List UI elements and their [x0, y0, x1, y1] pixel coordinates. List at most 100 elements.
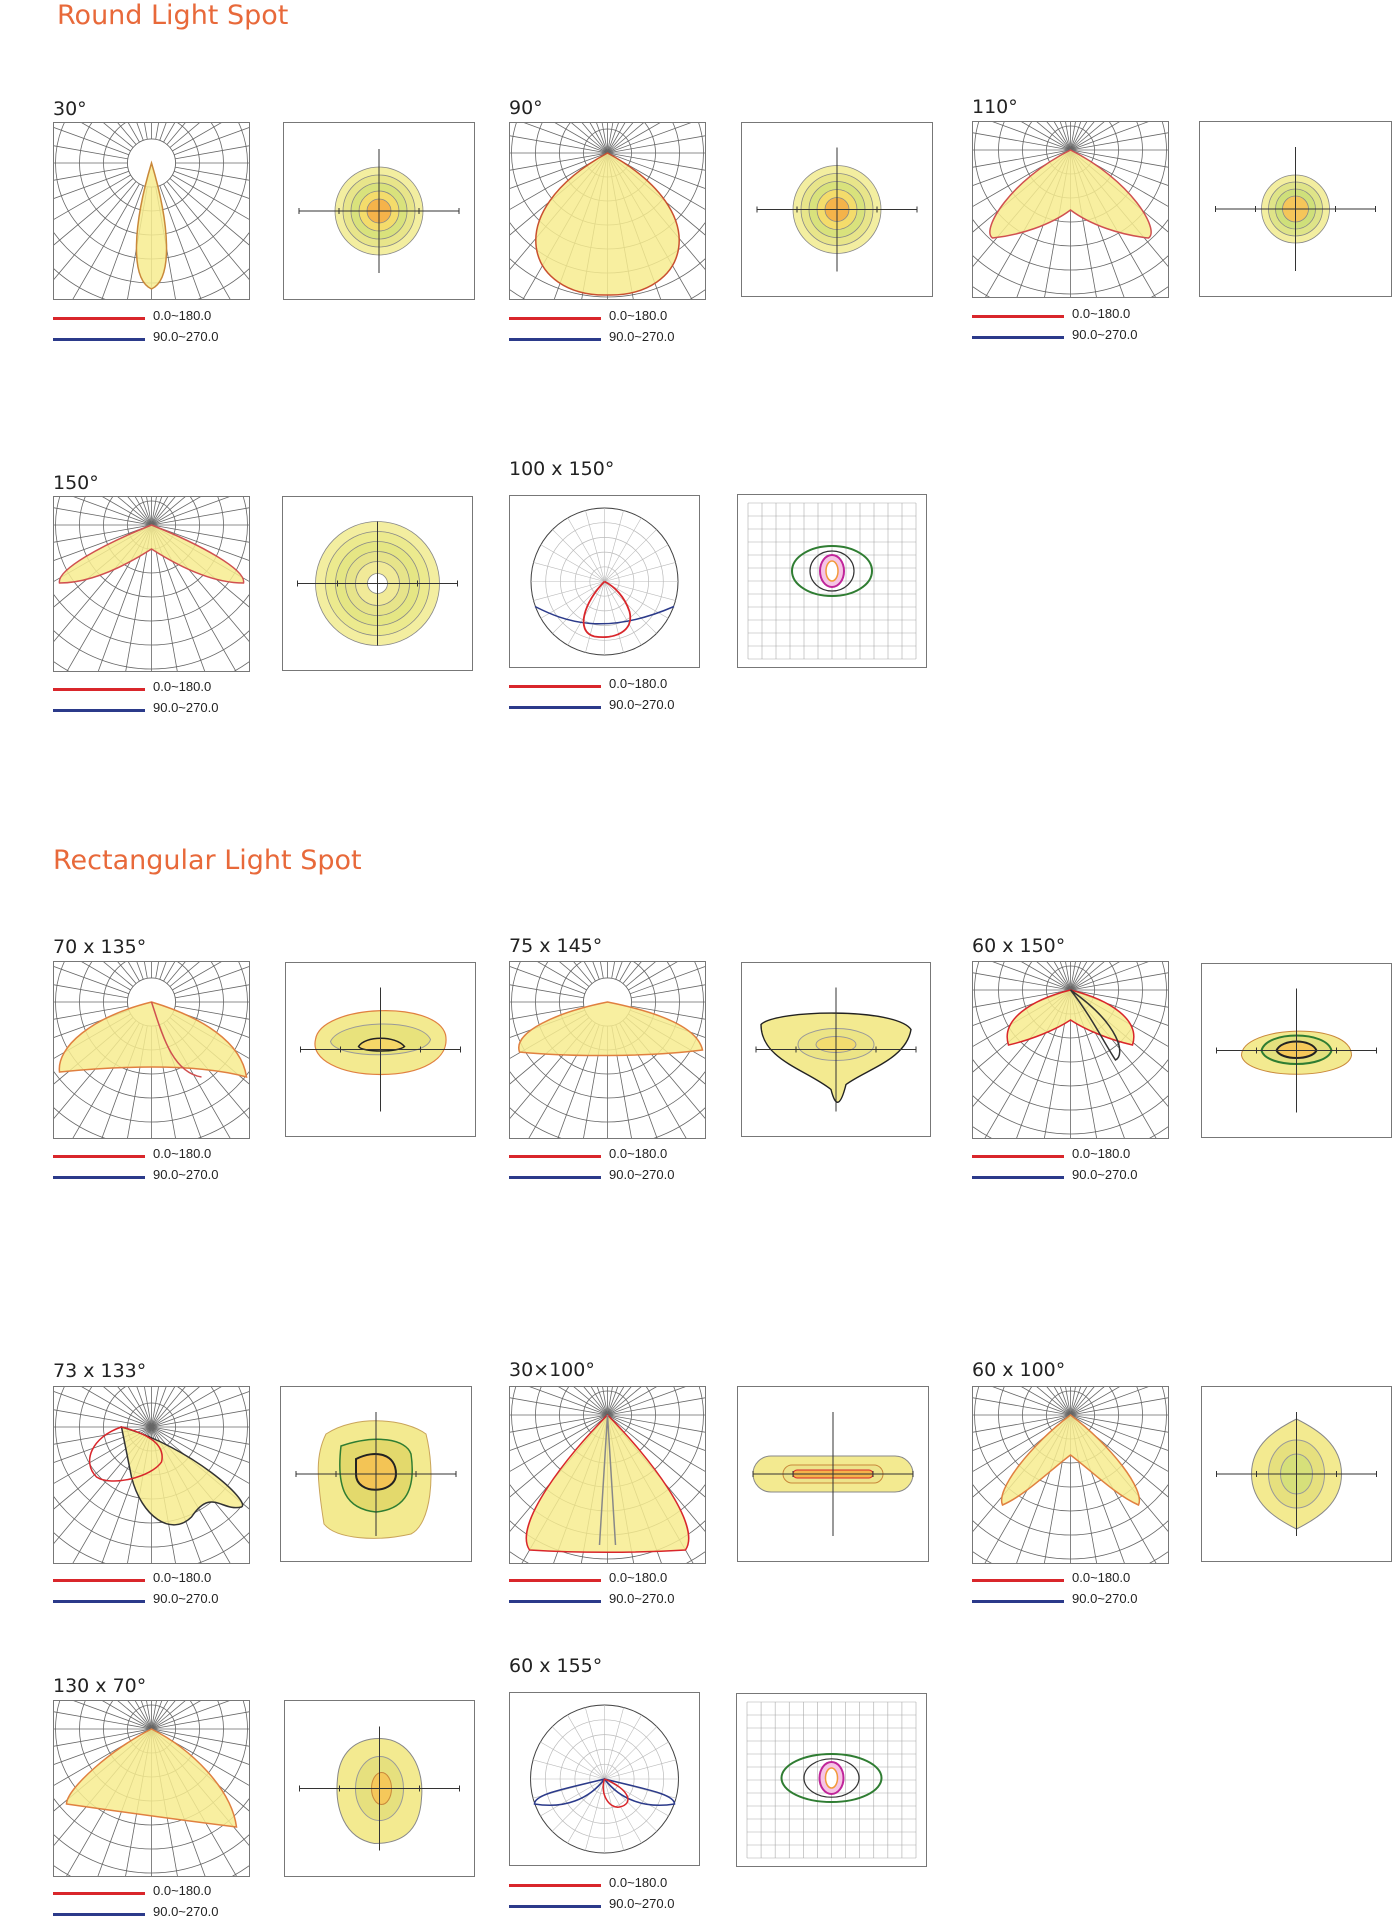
- legend-label-c0: 0.0~180.0: [1072, 306, 1131, 321]
- polar-curve-0: [58, 524, 245, 584]
- legend-line-c0: [972, 315, 1064, 318]
- beam-angle-label: 110°: [972, 96, 1018, 118]
- curve-legend: 0.0~180.0 90.0~270.0: [53, 308, 283, 352]
- legend-label-c90: 90.0~270.0: [609, 329, 675, 344]
- polar-intensity-diagram: [509, 495, 700, 668]
- isolux-diagram-svg: [297, 521, 458, 646]
- polar-diagram-svg: [54, 1701, 249, 1876]
- legend-row-c0: 0.0~180.0: [509, 308, 739, 328]
- curve-legend: 0.0~180.0 90.0~270.0: [509, 1146, 739, 1190]
- legend-line-c0: [53, 1155, 145, 1158]
- beam-angle-label: 70 x 135°: [53, 936, 147, 958]
- legend-row-c90: 90.0~270.0: [53, 1591, 283, 1611]
- polar-curve-0: [535, 152, 680, 296]
- legend-label-c0: 0.0~180.0: [153, 1146, 212, 1161]
- beam-angle-label: 90°: [509, 97, 543, 119]
- isolux-diagram-svg: [299, 1726, 460, 1851]
- legend-label-c0: 0.0~180.0: [1072, 1570, 1131, 1585]
- isolux-diagram-svg: [1215, 147, 1376, 271]
- curve-legend: 0.0~180.0 90.0~270.0: [53, 1883, 283, 1927]
- polar-intensity-diagram: [53, 496, 250, 672]
- polar-curve-c0: [582, 580, 632, 639]
- polar-diagram-svg: [54, 962, 249, 1138]
- beam-angle-label: 30°: [53, 98, 87, 120]
- polar-intensity-diagram: [53, 122, 250, 300]
- legend-row-c0: 0.0~180.0: [53, 1146, 283, 1166]
- polar-diagram-svg: [530, 1704, 679, 1854]
- isolux-diagram-svg: [756, 147, 918, 272]
- polar-intensity-diagram: [509, 122, 706, 300]
- polar-curve-c0: [602, 1778, 629, 1808]
- isolux-diagram-svg: [1216, 1412, 1377, 1536]
- legend-label-c90: 90.0~270.0: [153, 1591, 219, 1606]
- legend-row-c90: 90.0~270.0: [509, 1896, 739, 1916]
- isolux-diagram: [285, 962, 476, 1137]
- legend-line-c90: [972, 1600, 1064, 1603]
- legend-row-c0: 0.0~180.0: [509, 676, 739, 696]
- legend-line-c90: [509, 1905, 601, 1908]
- curve-legend: 0.0~180.0 90.0~270.0: [509, 1875, 739, 1919]
- legend-line-c0: [53, 317, 145, 320]
- polar-diagram-svg: [973, 1387, 1168, 1563]
- legend-line-c90: [509, 1176, 601, 1179]
- beam-angle-label: 30×100°: [509, 1359, 595, 1381]
- legend-label-c0: 0.0~180.0: [609, 1875, 668, 1890]
- legend-line-c0: [509, 1579, 601, 1582]
- isolux-diagram-svg: [747, 502, 917, 660]
- beam-angle-label: 60 x 100°: [972, 1359, 1066, 1381]
- legend-row-c90: 90.0~270.0: [509, 1591, 739, 1611]
- legend-row-c90: 90.0~270.0: [509, 1167, 739, 1187]
- beam-angle-label: 130 x 70°: [53, 1675, 147, 1697]
- polar-intensity-diagram: [53, 961, 250, 1139]
- isolux-diagram: [284, 1700, 475, 1877]
- polar-grid: [973, 962, 1168, 1138]
- isolux-diagram: [282, 496, 473, 671]
- legend-row-c90: 90.0~270.0: [972, 327, 1202, 347]
- polar-diagram-svg: [510, 962, 705, 1138]
- legend-label-c90: 90.0~270.0: [609, 1167, 675, 1182]
- section-title-round: Round Light Spot: [57, 0, 289, 31]
- legend-line-c0: [53, 1579, 145, 1582]
- isolux-diagram: [1199, 121, 1392, 297]
- polar-diagram-svg: [973, 122, 1168, 297]
- polar-diagram-svg: [510, 1387, 705, 1563]
- beam-angle-label: 73 x 133°: [53, 1360, 147, 1382]
- legend-row-c0: 0.0~180.0: [53, 308, 283, 328]
- legend-label-c0: 0.0~180.0: [153, 679, 212, 694]
- polar-curve-1: [598, 1414, 617, 1546]
- polar-intensity-diagram: [509, 961, 706, 1139]
- polar-curve-0: [518, 1001, 704, 1057]
- legend-row-c0: 0.0~180.0: [972, 1570, 1202, 1590]
- curve-legend: 0.0~180.0 90.0~270.0: [509, 1570, 739, 1614]
- curve-legend: 0.0~180.0 90.0~270.0: [972, 1146, 1202, 1190]
- isolux-diagram: [1201, 963, 1392, 1138]
- polar-curve-0: [1006, 989, 1135, 1046]
- isolux-diagram-svg: [752, 1412, 914, 1536]
- legend-line-c0: [972, 1155, 1064, 1158]
- curve-legend: 0.0~180.0 90.0~270.0: [509, 308, 739, 352]
- legend-label-c90: 90.0~270.0: [153, 1167, 219, 1182]
- legend-row-c0: 0.0~180.0: [972, 1146, 1202, 1166]
- polar-diagram-svg: [530, 507, 679, 656]
- beam-angle-label: 100 x 150°: [509, 458, 615, 480]
- legend-row-c90: 90.0~270.0: [53, 1904, 283, 1924]
- legend-row-c0: 0.0~180.0: [53, 1883, 283, 1903]
- curve-legend: 0.0~180.0 90.0~270.0: [972, 1570, 1202, 1614]
- legend-row-c90: 90.0~270.0: [972, 1167, 1202, 1187]
- polar-intensity-diagram: [509, 1692, 700, 1866]
- legend-row-c0: 0.0~180.0: [509, 1570, 739, 1590]
- legend-row-c90: 90.0~270.0: [53, 329, 283, 349]
- legend-label-c90: 90.0~270.0: [609, 697, 675, 712]
- legend-label-c90: 90.0~270.0: [1072, 1591, 1138, 1606]
- isolux-diagram-svg: [300, 987, 461, 1112]
- legend-row-c0: 0.0~180.0: [509, 1146, 739, 1166]
- polar-intensity-diagram: [53, 1700, 250, 1877]
- legend-row-c0: 0.0~180.0: [53, 1570, 283, 1590]
- legend-line-c90: [53, 709, 145, 712]
- curve-legend: 0.0~180.0 90.0~270.0: [53, 1146, 283, 1190]
- legend-line-c0: [509, 317, 601, 320]
- legend-label-c90: 90.0~270.0: [609, 1591, 675, 1606]
- polar-intensity-diagram: [972, 121, 1169, 298]
- legend-line-c0: [972, 1579, 1064, 1582]
- isolux-diagram: [283, 122, 475, 300]
